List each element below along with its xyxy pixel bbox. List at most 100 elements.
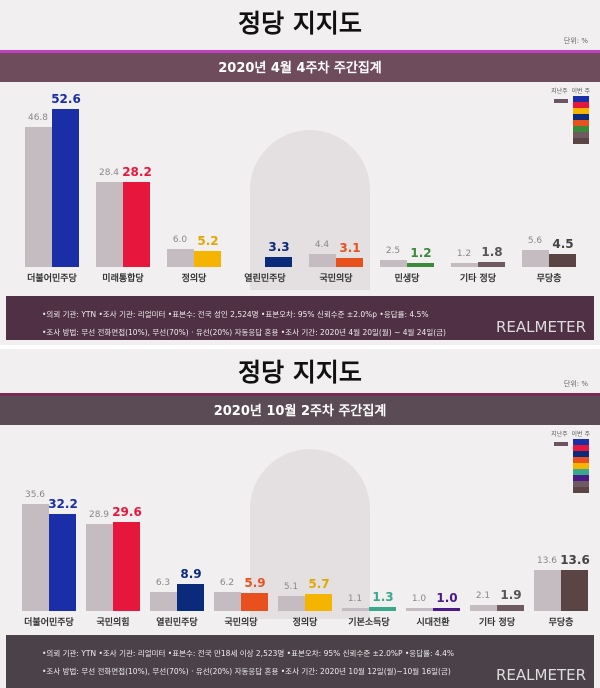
bar-prev-3 bbox=[214, 592, 241, 611]
legend-curr-label: 이번 주 bbox=[571, 88, 590, 95]
legend-curr-swatch bbox=[573, 138, 589, 144]
panel-title: 정당 지지도 bbox=[238, 358, 362, 387]
legend: 지난주 이번 주 bbox=[551, 86, 590, 95]
legend-curr-swatch bbox=[573, 114, 589, 120]
bar-curr-4 bbox=[305, 593, 332, 611]
category-label: 시대전환 bbox=[416, 618, 450, 628]
realmeter-logo: REALMETER bbox=[496, 318, 586, 336]
value-curr-label: 5.2 bbox=[197, 234, 219, 249]
value-curr-label: 1.3 bbox=[372, 590, 394, 605]
value-prev-label: 5.6 bbox=[527, 236, 543, 247]
category-label: 정의당 bbox=[292, 618, 318, 628]
bar-curr-6 bbox=[478, 261, 505, 267]
bar-prev-0 bbox=[22, 504, 49, 611]
unit-label: 단위: % bbox=[563, 37, 588, 45]
category-label: 기본소득당 bbox=[348, 618, 390, 628]
value-curr-label: 32.2 bbox=[48, 497, 78, 512]
value-curr-label: 4.5 bbox=[552, 236, 574, 251]
bar-curr-8 bbox=[561, 570, 588, 611]
category-label: 열린민주당 bbox=[156, 618, 198, 628]
bar-prev-1 bbox=[86, 524, 113, 611]
category-label: 국민의당 bbox=[224, 618, 258, 628]
bar-curr-0 bbox=[49, 514, 76, 611]
bar-prev-2 bbox=[150, 592, 177, 611]
bar-prev-8 bbox=[534, 570, 561, 611]
bar-prev-1 bbox=[96, 181, 123, 267]
legend-curr-swatch bbox=[573, 120, 589, 126]
bar-prev-6 bbox=[406, 608, 433, 611]
legend-curr-swatch bbox=[573, 102, 589, 108]
category-label: 더불어민주당 bbox=[24, 618, 74, 628]
survey-footer: •의뢰 기관: YTN •조사 기관: 리얼미터 •표본수: 전국 성인 2,5… bbox=[6, 296, 594, 340]
category-label: 정의당 bbox=[181, 274, 207, 284]
category-label: 기타 정당 bbox=[459, 274, 497, 284]
legend-prev-label: 지난주 bbox=[551, 431, 568, 438]
assembly-building-watermark bbox=[250, 449, 370, 619]
footer-line-1: •의뢰 기관: YTN •조사 기관: 리얼미터 •표본수: 전국 성인 2,5… bbox=[42, 310, 429, 319]
footer-line-1: •의뢰 기관: YTN •조사 기관: 리얼미터 •표본수: 전국 만18세 이… bbox=[42, 649, 454, 658]
bar-chart: 35.6 32.2 더불어민주당 28.9 29.6 국민의힘 6.3 8.9 열린민주당 6.2… bbox=[0, 349, 600, 688]
value-prev-label: 4.4 bbox=[314, 239, 330, 250]
bar-prev-4 bbox=[309, 253, 336, 267]
bar-curr-4 bbox=[336, 257, 363, 267]
bar-curr-0 bbox=[52, 109, 79, 267]
category-label: 열린민주당 bbox=[244, 274, 286, 284]
legend-curr-swatch bbox=[573, 457, 589, 463]
value-prev-label: 28.9 bbox=[88, 510, 110, 521]
category-label: 미래통합당 bbox=[102, 274, 144, 284]
bar-curr-2 bbox=[177, 584, 204, 611]
value-prev-label: 1.0 bbox=[411, 594, 427, 604]
value-curr-label: 1.9 bbox=[500, 588, 522, 603]
survey-footer: •의뢰 기관: YTN •조사 기관: 리얼미터 •표본수: 전국 만18세 이… bbox=[6, 635, 594, 688]
category-label: 국민의힘 bbox=[96, 618, 130, 628]
bar-prev-0 bbox=[25, 126, 52, 267]
legend-prev-swatch bbox=[554, 442, 568, 446]
panel-header: 2020년 4월 4주차 주간집계 bbox=[0, 50, 600, 82]
legend-curr-swatch bbox=[573, 445, 589, 451]
bar-curr-5 bbox=[369, 607, 396, 611]
category-label: 민생당 bbox=[394, 274, 420, 284]
legend-curr-swatch bbox=[573, 469, 589, 475]
value-prev-label: 35.6 bbox=[24, 490, 46, 501]
category-label: 기타 정당 bbox=[478, 618, 516, 628]
bar-prev-5 bbox=[380, 259, 407, 267]
bar-prev-5 bbox=[342, 607, 369, 611]
value-prev-label: 1.1 bbox=[347, 593, 363, 604]
value-curr-label: 1.8 bbox=[481, 244, 503, 259]
bar-prev-6 bbox=[451, 263, 478, 267]
legend-curr-swatch bbox=[573, 463, 589, 469]
bar-prev-7 bbox=[522, 250, 549, 267]
bar-curr-6 bbox=[433, 608, 460, 611]
legend-prev-swatch bbox=[554, 99, 568, 103]
footer-line-2: •조사 방법: 무선 전화면접(10%), 무선(70%) · 유선(20%) … bbox=[42, 667, 451, 676]
bar-curr-1 bbox=[123, 182, 150, 267]
value-prev-label: 6.2 bbox=[219, 578, 235, 589]
value-prev-label: 2.5 bbox=[385, 245, 401, 256]
panel-title: 정당 지지도 bbox=[238, 9, 362, 38]
poll-panel-april: 정당 지지도 단위: % 2020년 4월 4주차 주간집계 지난주 이번 주 … bbox=[0, 0, 600, 345]
bar-curr-7 bbox=[549, 253, 576, 267]
value-curr-label: 1.2 bbox=[410, 246, 432, 261]
category-label: 국민의당 bbox=[319, 274, 353, 284]
legend: 지난주 이번 주 bbox=[551, 429, 590, 438]
value-prev-label: 5.1 bbox=[283, 581, 299, 592]
bar-curr-7 bbox=[497, 605, 524, 611]
value-curr-label: 29.6 bbox=[112, 505, 142, 520]
legend-curr-swatch bbox=[573, 481, 589, 487]
value-prev-label: 28.4 bbox=[98, 167, 120, 178]
panel-header: 2020년 10월 2주차 주간집계 bbox=[0, 393, 600, 425]
bar-curr-3 bbox=[265, 257, 292, 267]
category-label: 무당층 bbox=[548, 618, 574, 628]
legend-curr-swatch bbox=[573, 126, 589, 132]
legend-curr-swatch bbox=[573, 439, 589, 445]
value-prev-label: 2.1 bbox=[475, 590, 491, 601]
legend-curr-label: 이번 주 bbox=[571, 431, 590, 438]
value-prev-label: 6.3 bbox=[155, 578, 171, 589]
value-curr-label: 5.7 bbox=[308, 576, 330, 591]
value-curr-label: 8.9 bbox=[180, 567, 202, 582]
value-prev-label: 1.2 bbox=[456, 249, 472, 260]
legend-curr-swatch bbox=[573, 96, 589, 102]
poll-panel-october: 정당 지지도 단위: % 2020년 10월 2주차 주간집계 지난주 이번 주… bbox=[0, 349, 600, 688]
footer-line-2: •조사 방법: 무선 전화면접(10%), 무선(70%) · 유선(20%) … bbox=[42, 328, 446, 337]
legend-prev-label: 지난주 bbox=[551, 88, 568, 95]
